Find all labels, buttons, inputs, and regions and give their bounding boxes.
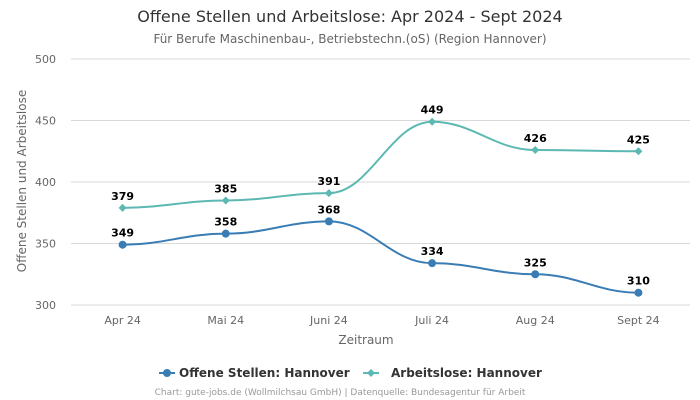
x-axis-title: Zeitraum	[338, 333, 393, 347]
data-label-arbeitslose-hannover: 391	[317, 175, 340, 188]
x-axis-ticks: Apr 24 Mai 24 Juni 24 Juli 24 Aug 24 Sept 24	[104, 314, 659, 327]
chart-subtitle: Für Berufe Maschinenbau-, Betriebstechn.…	[153, 32, 546, 46]
data-label-arbeitslose-hannover: 426	[524, 132, 547, 145]
data-label-arbeitslose-hannover: 425	[627, 133, 650, 146]
chart-title: Offene Stellen und Arbeitslose: Apr 2024…	[137, 7, 562, 26]
data-label-offene-stellen-hannover: 325	[524, 256, 547, 269]
legend-marker-offene-stellen	[163, 369, 171, 377]
y-tick-label: 400	[35, 176, 56, 189]
x-tick-label: Juni 24	[309, 314, 348, 327]
gridlines	[71, 58, 690, 306]
x-tick-label: Sept 24	[617, 314, 660, 327]
data-labels: 349 358 368 334 325 310 379 385 391 449 426 425	[111, 104, 650, 288]
y-tick-label: 450	[35, 115, 56, 128]
legend-label-offene-stellen: Offene Stellen: Hannover	[179, 366, 350, 380]
data-label-offene-stellen-hannover: 349	[111, 227, 134, 240]
data-label-arbeitslose-hannover: 379	[111, 190, 134, 203]
series-line-offene-stellen-hannover	[122, 220, 639, 294]
data-point-arbeitslose-hannover[interactable]	[221, 196, 230, 205]
legend-item-arbeitslose[interactable]: Arbeitslose: Hannover	[363, 366, 542, 380]
data-label-offene-stellen-hannover: 334	[421, 245, 444, 258]
legend-label-arbeitslose: Arbeitslose: Hannover	[391, 366, 542, 380]
data-point-arbeitslose-hannover[interactable]	[324, 189, 333, 198]
data-point-offene-stellen-hannover[interactable]	[118, 240, 127, 249]
x-tick-label: Juli 24	[414, 314, 449, 327]
data-point-offene-stellen-hannover[interactable]	[428, 259, 437, 268]
series-arbeitslose-hannover	[118, 117, 643, 212]
data-point-arbeitslose-hannover[interactable]	[428, 117, 437, 126]
data-label-arbeitslose-hannover: 385	[214, 182, 237, 195]
legend[interactable]: Offene Stellen: Hannover Arbeitslose: Ha…	[159, 366, 542, 380]
y-tick-label: 350	[35, 238, 56, 251]
y-tick-label: 500	[35, 53, 56, 66]
x-tick-label: Aug 24	[516, 314, 555, 327]
series-layer	[118, 117, 643, 297]
x-tick-label: Apr 24	[104, 314, 141, 327]
y-tick-label: 300	[35, 299, 56, 312]
data-point-offene-stellen-hannover[interactable]	[531, 270, 540, 279]
data-point-arbeitslose-hannover[interactable]	[118, 203, 127, 212]
data-point-arbeitslose-hannover[interactable]	[634, 147, 643, 156]
data-point-arbeitslose-hannover[interactable]	[531, 146, 540, 155]
data-point-offene-stellen-hannover[interactable]	[324, 217, 333, 226]
series-offene-stellen-hannover	[118, 217, 643, 297]
legend-item-offene-stellen[interactable]: Offene Stellen: Hannover	[159, 366, 350, 380]
y-axis-ticks: 300 350 400 450 500	[35, 53, 56, 312]
data-point-offene-stellen-hannover[interactable]	[634, 288, 643, 297]
series-line-arbeitslose-hannover	[122, 120, 639, 209]
data-point-offene-stellen-hannover[interactable]	[221, 229, 230, 238]
data-label-offene-stellen-hannover: 310	[627, 275, 650, 288]
data-label-arbeitslose-hannover: 449	[421, 104, 444, 117]
x-tick-label: Mai 24	[207, 314, 244, 327]
chart-credits: Chart: gute-jobs.de (Wollmilchsau GmbH) …	[155, 388, 526, 398]
data-label-offene-stellen-hannover: 358	[214, 216, 237, 229]
data-label-offene-stellen-hannover: 368	[317, 203, 340, 216]
y-axis-title: Offene Stellen und Arbeitslose	[15, 90, 29, 272]
legend-marker-arbeitslose	[367, 369, 375, 377]
